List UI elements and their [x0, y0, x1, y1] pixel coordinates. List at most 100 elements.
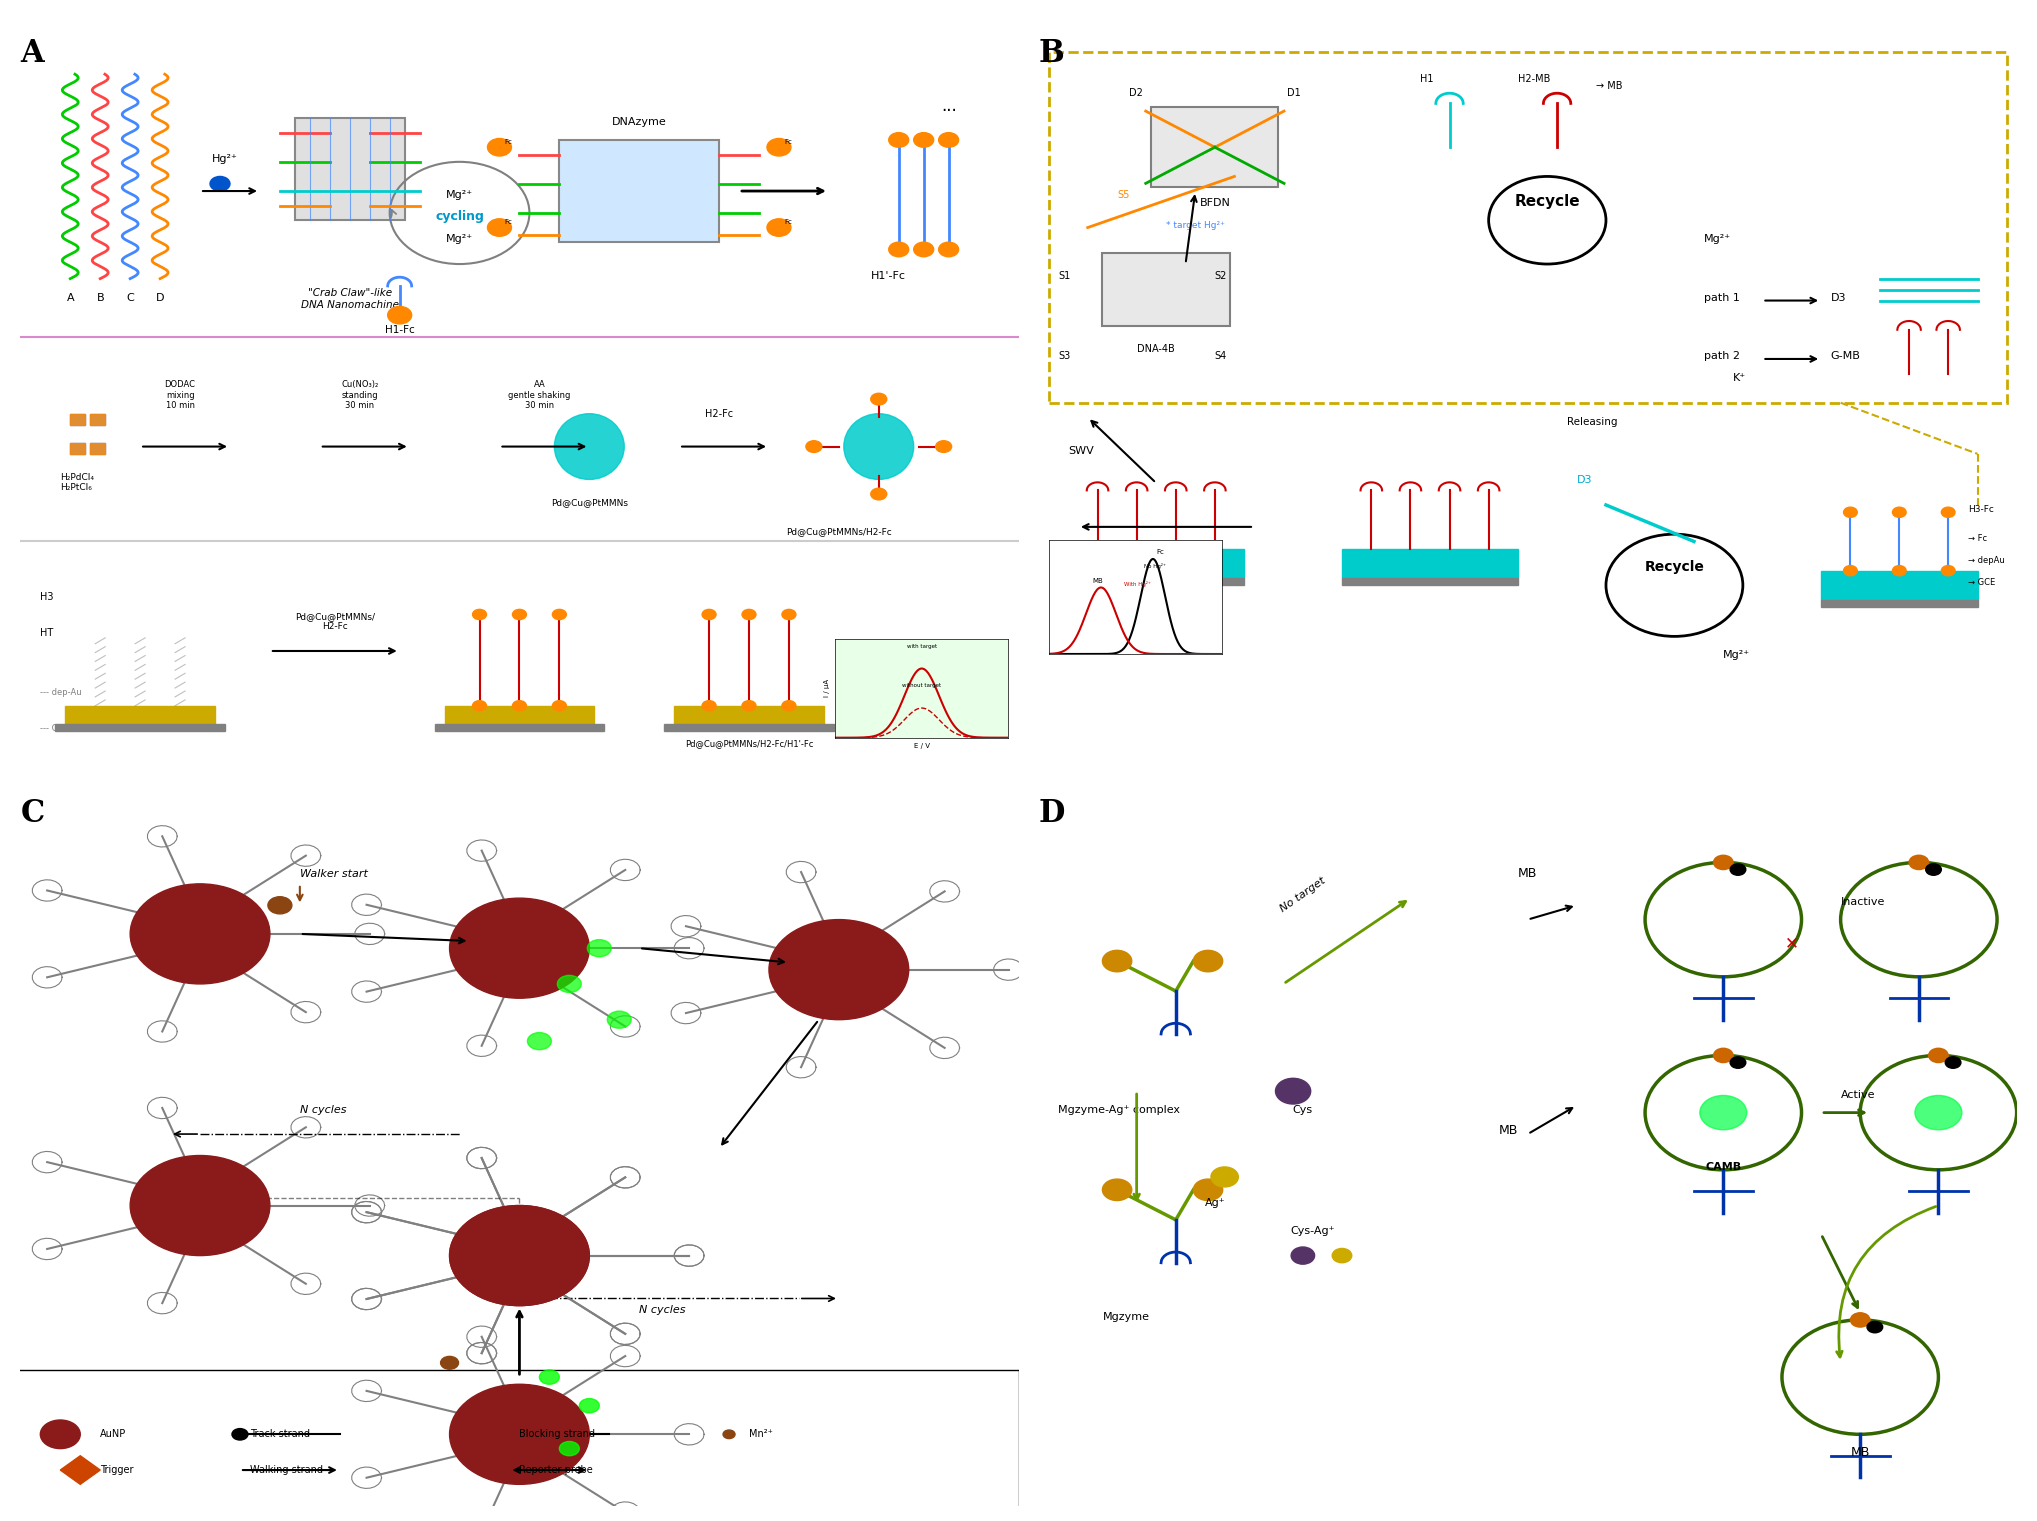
No Hg²⁺: [1043, 645, 1067, 663]
Text: Recycle: Recycle: [1644, 560, 1705, 573]
Text: MB: MB: [1518, 867, 1538, 879]
Circle shape: [1729, 1057, 1746, 1068]
No Hg²⁺: [1047, 645, 1071, 663]
Circle shape: [1102, 1179, 1133, 1200]
Text: HT: HT: [41, 628, 53, 639]
Text: A: A: [20, 38, 45, 68]
Text: With Hg²⁺: With Hg²⁺: [1124, 581, 1151, 587]
Circle shape: [1892, 566, 1907, 576]
Text: Pd@Cu@PtMMNs: Pd@Cu@PtMMNs: [550, 497, 627, 506]
Circle shape: [1275, 1078, 1310, 1104]
With Hg²⁺: [1202, 645, 1226, 663]
Text: SWV: SWV: [1067, 446, 1094, 456]
Text: Pd@Cu@PtMMNs/H2-Fc: Pd@Cu@PtMMNs/H2-Fc: [786, 528, 892, 537]
No Hg²⁺: [1196, 645, 1220, 663]
Text: Inactive: Inactive: [1841, 897, 1884, 908]
Line: With Hg²⁺: With Hg²⁺: [1049, 587, 1222, 654]
Circle shape: [1843, 506, 1858, 517]
Text: D1: D1: [1287, 88, 1302, 99]
Circle shape: [473, 610, 487, 619]
Text: S4: S4: [1214, 351, 1226, 360]
Text: → Fc: → Fc: [1968, 534, 1986, 543]
Circle shape: [450, 1206, 589, 1305]
Circle shape: [1925, 864, 1941, 875]
Text: Fc: Fc: [784, 219, 792, 225]
Circle shape: [703, 610, 717, 619]
Circle shape: [888, 242, 909, 257]
Bar: [55, 724, 224, 732]
Circle shape: [587, 940, 611, 957]
Circle shape: [768, 219, 790, 236]
Circle shape: [939, 132, 959, 148]
Bar: [69, 414, 86, 424]
Circle shape: [1941, 506, 1956, 517]
Text: Reporter probe: Reporter probe: [519, 1465, 593, 1475]
Circle shape: [1929, 1048, 1947, 1063]
Text: G-MB: G-MB: [1831, 351, 1860, 360]
Circle shape: [723, 1430, 735, 1439]
No Hg²⁺: [1084, 645, 1108, 663]
Bar: [90, 414, 106, 424]
Text: Mg²⁺: Mg²⁺: [1703, 234, 1731, 245]
Bar: [90, 414, 106, 424]
Text: No Hg²⁺: No Hg²⁺: [1145, 563, 1165, 569]
Circle shape: [782, 610, 796, 619]
Circle shape: [1915, 1095, 1962, 1130]
Bar: [1342, 578, 1518, 586]
Text: CAMB: CAMB: [1705, 1162, 1742, 1171]
Circle shape: [1102, 951, 1133, 972]
Bar: [69, 443, 86, 453]
Text: Mgzyme-Ag⁺ complex: Mgzyme-Ag⁺ complex: [1059, 1104, 1179, 1115]
Circle shape: [782, 701, 796, 710]
Text: DODAC
mixing
10 min: DODAC mixing 10 min: [165, 380, 196, 411]
Text: D3: D3: [1577, 475, 1593, 485]
Text: Mg²⁺: Mg²⁺: [1145, 636, 1167, 646]
Text: ...: ...: [941, 97, 957, 114]
Bar: [90, 443, 106, 453]
With Hg²⁺: [1047, 643, 1071, 662]
Text: Fc: Fc: [1157, 549, 1165, 555]
With Hg²⁺: [1084, 583, 1108, 601]
No Hg²⁺: [1037, 645, 1061, 663]
Text: Mgzyme: Mgzyme: [1104, 1313, 1151, 1322]
Circle shape: [607, 1011, 631, 1028]
Ellipse shape: [843, 414, 915, 479]
Text: N cycles: N cycles: [299, 1104, 346, 1115]
Text: Fc: Fc: [505, 219, 513, 225]
Circle shape: [1868, 1322, 1882, 1332]
Text: AA
gentle shaking
30 min: AA gentle shaking 30 min: [507, 380, 570, 411]
Circle shape: [1909, 855, 1929, 870]
Text: S2: S2: [1214, 271, 1226, 281]
Text: path 1: path 1: [1703, 292, 1740, 303]
Text: → MB: → MB: [1597, 81, 1623, 91]
Circle shape: [703, 701, 717, 710]
Text: A: A: [67, 292, 73, 303]
Bar: [1067, 578, 1245, 586]
Circle shape: [528, 1033, 552, 1049]
No Hg²⁺: [1202, 645, 1226, 663]
Circle shape: [870, 488, 886, 500]
Text: K⁺: K⁺: [1733, 373, 1746, 383]
Circle shape: [770, 920, 909, 1019]
Bar: [69, 443, 86, 453]
Text: Fc: Fc: [505, 138, 513, 144]
Text: C: C: [20, 799, 45, 829]
Circle shape: [1850, 1313, 1870, 1326]
Circle shape: [807, 441, 821, 452]
Bar: [1067, 549, 1245, 578]
Circle shape: [939, 242, 959, 257]
Text: D2: D2: [1128, 88, 1143, 99]
Text: Releasing: Releasing: [1566, 417, 1617, 427]
Circle shape: [1210, 1167, 1238, 1186]
Text: AuNP: AuNP: [100, 1430, 126, 1439]
Text: Hg²⁺: Hg²⁺: [212, 154, 238, 164]
Circle shape: [1945, 1057, 1962, 1068]
Text: Cu(NO₃)₂
standing
30 min: Cu(NO₃)₂ standing 30 min: [340, 380, 379, 411]
Text: H2-Fc: H2-Fc: [705, 409, 733, 420]
Text: No target: No target: [1279, 876, 1328, 914]
Circle shape: [513, 610, 526, 619]
Bar: [1342, 549, 1518, 578]
Text: Walking strand: Walking strand: [251, 1465, 324, 1475]
Circle shape: [1332, 1249, 1353, 1262]
Bar: [674, 706, 823, 724]
